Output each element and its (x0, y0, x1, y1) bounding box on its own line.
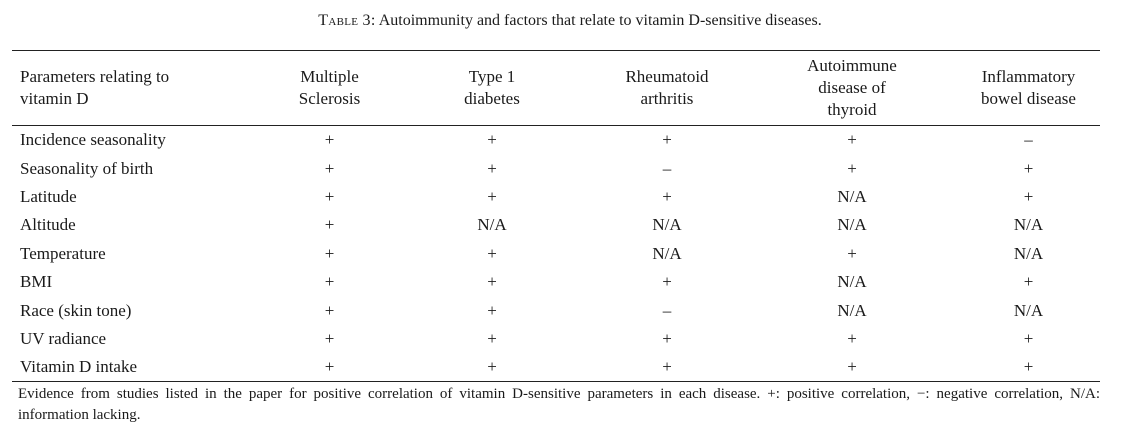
table-header-row: Parameters relating to vitamin D Multipl… (12, 51, 1100, 125)
table-row: Latitude + + + N/A + (12, 183, 1100, 211)
row-label: Incidence seasonality (20, 130, 166, 150)
table-cell: + (324, 186, 335, 206)
table-row: Incidence seasonality + + + + – (12, 126, 1100, 154)
row-label: BMI (20, 272, 53, 292)
table-cell: + (324, 272, 335, 292)
table-cell: + (324, 130, 335, 150)
table-footnote: Evidence from studies listed in the pape… (18, 386, 1100, 423)
table-cell: + (1023, 272, 1034, 292)
column-header: Multiple Sclerosis (298, 67, 361, 108)
table-cell: + (1023, 186, 1034, 206)
table-row: Altitude + N/A N/A N/A N/A (12, 211, 1100, 239)
table-cell: + (487, 158, 497, 178)
table-cell: – (662, 300, 672, 320)
table-cell: N/A (1013, 215, 1044, 235)
table-row: Temperature + + N/A + N/A (12, 240, 1100, 268)
table-row: UV radiance + + + + + (12, 325, 1100, 353)
row-label: Temperature (20, 243, 106, 263)
top-rule (12, 50, 1100, 51)
table-cell: + (662, 328, 672, 348)
table-row: BMI + + + N/A + (12, 268, 1100, 296)
table-cell: + (847, 158, 857, 178)
table-cell: N/A (1013, 243, 1044, 263)
table-cell: + (324, 357, 335, 377)
table-cell: + (324, 243, 335, 263)
table-cell: + (487, 300, 497, 320)
table-cell: N/A (477, 215, 507, 235)
row-label: Seasonality of birth (20, 158, 154, 178)
table-cell: N/A (837, 272, 867, 292)
table-title: Autoimmunity and factors that relate to … (378, 12, 822, 29)
data-table: Parameters relating to vitamin D Multipl… (12, 51, 1100, 376)
table-cell: + (662, 272, 672, 292)
table-cell: + (1023, 158, 1034, 178)
table-cell: + (324, 328, 335, 348)
table-cell: – (662, 158, 672, 178)
table-label: Table 3: (318, 12, 376, 29)
table-cell: + (487, 186, 497, 206)
table-cell: + (1023, 357, 1034, 377)
table-cell: + (662, 186, 672, 206)
row-label: UV radiance (20, 328, 107, 348)
table-cell: N/A (837, 186, 867, 206)
table-cell: N/A (652, 243, 682, 263)
table-row: Seasonality of birth + + – + + (12, 154, 1100, 182)
table-cell: + (487, 328, 497, 348)
table-body: Incidence seasonality + + + + – Seasonality of… (12, 126, 1100, 382)
column-header: Rheumatoid arthritis (625, 67, 709, 108)
column-header: Parameters relating to vitamin D (20, 67, 170, 108)
row-label: Race (skin tone) (20, 300, 132, 320)
table-cell: + (487, 272, 497, 292)
row-label: Latitude (20, 186, 77, 206)
table-cell: N/A (837, 215, 867, 235)
row-label: Altitude (20, 215, 76, 235)
table-caption: Table 3: Autoimmunity and factors that r… (0, 12, 1140, 30)
column-header: Type 1 diabetes (464, 67, 520, 108)
table-row: Vitamin D intake + + + + + (12, 353, 1100, 381)
table-cell: + (662, 357, 672, 377)
column-header: Inflammatory bowel disease (981, 67, 1076, 108)
table-cell: + (847, 357, 857, 377)
table-cell: + (487, 243, 497, 263)
table-cell: + (847, 328, 857, 348)
table-cell: N/A (1013, 300, 1044, 320)
row-label: Vitamin D intake (20, 357, 138, 377)
table-cell: + (1023, 328, 1034, 348)
table-cell: + (487, 357, 497, 377)
table-cell: + (324, 158, 335, 178)
table-cell: + (487, 130, 497, 150)
header-rule (12, 125, 1100, 126)
table-cell: N/A (837, 300, 867, 320)
table-cell: + (847, 243, 857, 263)
table-cell: + (324, 300, 335, 320)
table-cell: + (662, 130, 672, 150)
table-cell: + (847, 130, 857, 150)
table-cell: N/A (652, 215, 682, 235)
table-cell: + (324, 215, 335, 235)
bottom-rule (12, 381, 1100, 382)
table-cell: – (1024, 130, 1033, 150)
table-row: Race (skin tone) + + – N/A N/A (12, 296, 1100, 324)
column-header: Autoimmune disease of thyroid (807, 56, 897, 119)
